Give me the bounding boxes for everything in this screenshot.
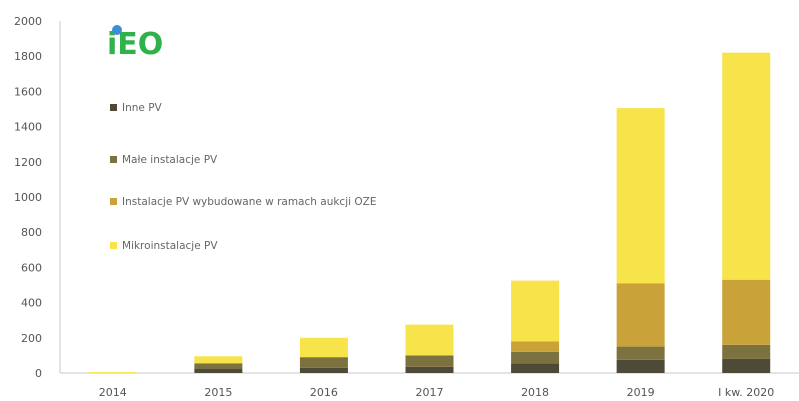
bar-segment (511, 280, 560, 342)
bar-segment (194, 368, 243, 373)
bar-segment (511, 351, 560, 364)
bar-segment (616, 108, 665, 284)
y-tick-label: 1200 (14, 156, 42, 169)
bar-segment (722, 358, 771, 373)
x-tick-label: 2018 (521, 386, 549, 399)
y-tick-label: 2000 (14, 15, 42, 28)
bar-segment (616, 359, 665, 373)
bar-segment (616, 346, 665, 360)
ieo-logo-dot (112, 25, 122, 35)
bar-segment (194, 363, 243, 369)
y-tick-label: 1000 (14, 191, 42, 204)
bar-segment (722, 279, 771, 345)
legend: Inne PV Małe instalacje PV Instalacje PV w… (110, 102, 376, 252)
bar-segment (722, 52, 771, 280)
legend-label: Małe instalacje PV (122, 154, 218, 166)
y-tick-label: 800 (21, 226, 42, 239)
y-tick-label: 600 (21, 261, 42, 274)
legend-label: Inne PV (122, 102, 163, 114)
x-tick-label: 2019 (627, 386, 655, 399)
y-tick-label: 400 (21, 297, 42, 310)
bar-segment (722, 344, 771, 359)
bar-segment (194, 356, 243, 364)
legend-swatch (110, 156, 117, 163)
bar-segment (405, 355, 454, 367)
bar-segment (299, 337, 348, 358)
legend-swatch (110, 198, 117, 205)
legend-label: Instalacje PV wybudowane w ramach aukcji… (122, 196, 376, 208)
x-tick-label: 2016 (310, 386, 338, 399)
x-tick-label: 2014 (99, 386, 127, 399)
y-tick-label: 1400 (14, 121, 42, 134)
y-tick-label: 200 (21, 332, 42, 345)
legend-swatch (110, 242, 117, 249)
bar-segment (88, 372, 137, 373)
y-tick-label: 1600 (14, 85, 42, 98)
bar-segment (511, 341, 560, 352)
y-tick-label: 0 (35, 367, 42, 380)
bar-segment (299, 367, 348, 373)
bar-segment (405, 366, 454, 373)
y-tick-label: 1800 (14, 50, 42, 63)
bar-segment (511, 363, 560, 373)
legend-swatch (110, 104, 117, 111)
bars (88, 52, 771, 373)
bar-segment (405, 324, 454, 356)
x-tick-label: 2017 (416, 386, 444, 399)
legend-label: Mikroinstalacje PV (122, 240, 218, 252)
bar-segment (616, 283, 665, 347)
x-tick-label: I kw. 2020 (718, 386, 774, 399)
bar-segment (299, 357, 348, 368)
ieo-logo: iEO (107, 25, 163, 62)
x-tick-label: 2015 (204, 386, 232, 399)
